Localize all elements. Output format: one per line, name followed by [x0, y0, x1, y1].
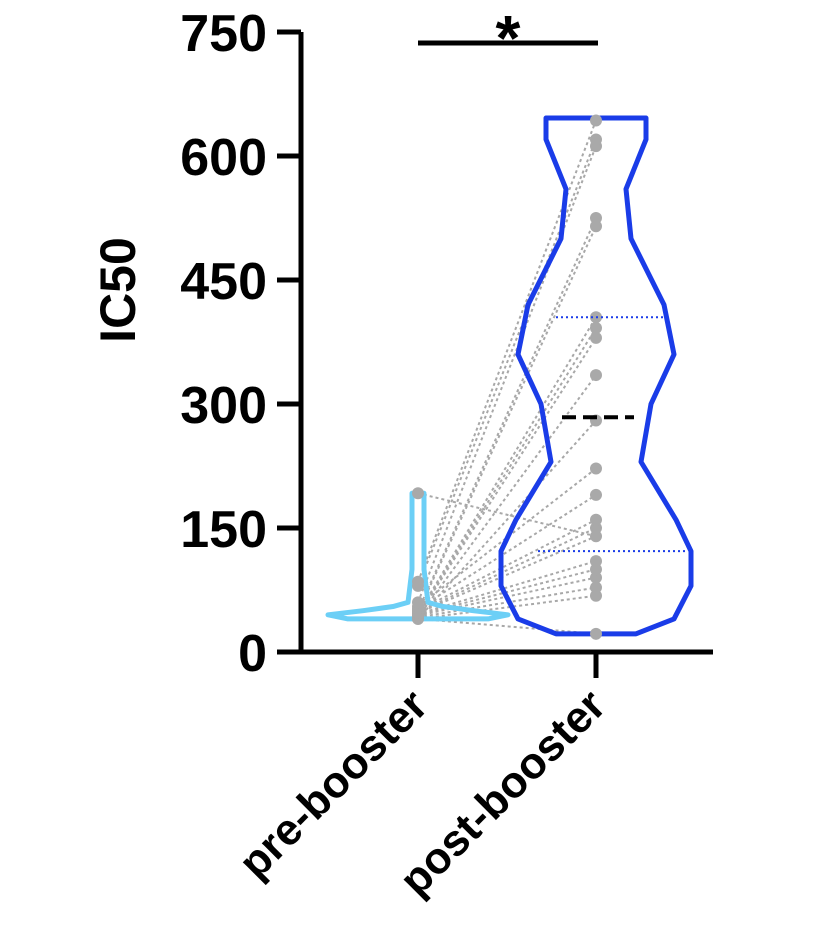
- data-point: [590, 321, 602, 334]
- data-point: [590, 589, 602, 602]
- data-point: [590, 522, 602, 534]
- statistic-lines: [538, 316, 688, 553]
- pair-line: [417, 145, 597, 603]
- data-point: [590, 488, 602, 501]
- pair-line: [417, 337, 597, 617]
- data-point: [590, 581, 602, 594]
- data-point: [590, 530, 602, 543]
- pair-line: [417, 527, 597, 614]
- data-point: [590, 462, 602, 475]
- pair-line: [417, 535, 597, 615]
- data-point: [590, 571, 602, 584]
- significance-bar: *: [418, 2, 598, 74]
- data-point: [412, 575, 424, 588]
- data-point: [412, 487, 424, 500]
- pair-line: [417, 419, 597, 620]
- pair-line: [417, 492, 597, 538]
- data-point: [590, 212, 602, 224]
- pair-line: [417, 467, 597, 608]
- pair-line: [417, 225, 597, 613]
- pair-line: [417, 494, 597, 610]
- data-point: [590, 220, 602, 233]
- y-tick-label: 300: [180, 377, 267, 435]
- violins: [325, 115, 694, 637]
- data-point: [590, 331, 602, 344]
- paired-lines: [417, 120, 597, 635]
- y-tick-label: 450: [180, 253, 267, 311]
- pair-line: [417, 327, 597, 616]
- significance-label: *: [496, 2, 521, 74]
- y-tick-label: 150: [180, 501, 267, 559]
- y-axis-title: IC50: [90, 237, 146, 343]
- y-tick-label: 0: [238, 625, 267, 683]
- violin-post-booster: [498, 115, 694, 637]
- data-points: [412, 114, 602, 640]
- data-point: [590, 513, 602, 526]
- data-point: [590, 563, 602, 576]
- pair-line: [417, 120, 597, 583]
- y-tick-label: 600: [180, 129, 267, 187]
- data-point: [590, 133, 602, 146]
- data-point: [590, 627, 602, 640]
- data-point: [590, 555, 602, 568]
- data-point: [590, 369, 602, 382]
- y-tick-label: 750: [180, 5, 267, 63]
- data-point: [590, 114, 602, 127]
- pair-line: [417, 316, 597, 615]
- pair-line: [417, 139, 597, 587]
- pair-line: [417, 374, 597, 618]
- data-point: [412, 596, 424, 609]
